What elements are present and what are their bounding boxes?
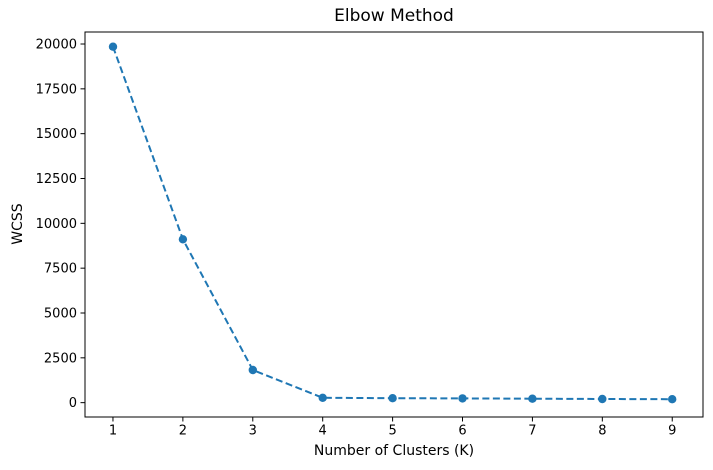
y-tick-label: 12500 <box>36 172 77 187</box>
y-tick-label: 10000 <box>36 217 77 232</box>
x-tick-label: 4 <box>319 424 327 439</box>
y-tick-label: 0 <box>69 396 77 411</box>
x-tick-label: 6 <box>458 424 466 439</box>
data-point-marker <box>528 394 537 403</box>
x-tick-label: 1 <box>109 424 117 439</box>
data-point-marker <box>458 394 467 403</box>
y-tick-label: 5000 <box>44 306 77 321</box>
y-axis-label-text: WCSS <box>10 203 26 245</box>
data-point-marker <box>248 365 257 375</box>
x-tick-label: 7 <box>528 424 536 439</box>
x-tick-label: 3 <box>249 424 257 439</box>
data-point-marker <box>388 394 397 403</box>
chart-title: Elbow Method <box>334 6 454 26</box>
x-tick-label: 2 <box>179 424 187 439</box>
plot-area-spines <box>84 31 704 418</box>
data-point-marker <box>108 42 118 51</box>
data-point-marker <box>598 394 607 404</box>
data-point-marker <box>178 235 188 244</box>
x-tick-label: 9 <box>668 424 676 439</box>
y-tick-label: 2500 <box>44 351 77 366</box>
data-point-marker <box>668 395 677 404</box>
x-axis-label: Number of Clusters (K) <box>313 443 475 459</box>
y-tick-label: 17500 <box>36 82 77 97</box>
y-tick-label: 20000 <box>36 38 77 53</box>
y-tick-label: 15000 <box>36 127 77 142</box>
x-tick-label: 5 <box>388 424 396 439</box>
x-tick-label: 8 <box>598 424 606 439</box>
wcss-line <box>112 46 673 401</box>
data-point-marker <box>318 393 327 402</box>
y-tick-label: 7500 <box>44 262 77 277</box>
